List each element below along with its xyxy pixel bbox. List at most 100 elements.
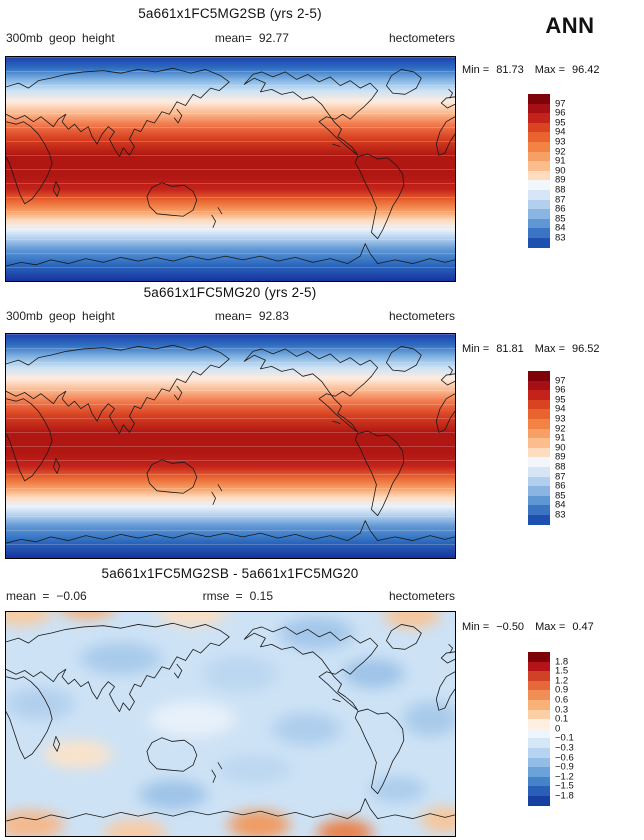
colorbar-tick-label: −0.6 bbox=[555, 751, 574, 763]
colorbar-tick-label: 92 bbox=[555, 145, 566, 157]
panel-meta-row: 300mb geop height mean= 92.77 hectometer… bbox=[6, 31, 455, 45]
colorbar-tick-label: 0.3 bbox=[555, 703, 569, 715]
colorbar-tick-label: 97 bbox=[555, 374, 566, 386]
colorbar-tick-label: −0.1 bbox=[555, 732, 574, 744]
colorbar-tick-label: 87 bbox=[555, 470, 566, 482]
colorbar-tick-label: −1.8 bbox=[555, 790, 574, 802]
colorbar-cell bbox=[528, 170, 550, 181]
colorbar-tick-label: 0 bbox=[555, 723, 561, 735]
filled-contours bbox=[6, 334, 455, 558]
mean-label: mean= bbox=[214, 309, 252, 323]
panel-meta-row: 300mb geop height mean= 92.83 hectometer… bbox=[6, 309, 455, 323]
colorbar-tick-label: 86 bbox=[555, 203, 566, 215]
panel-title: 5a661x1FC5MG2SB - 5a661x1FC5MG20 bbox=[101, 566, 359, 581]
colorbar-cell bbox=[528, 209, 550, 219]
colorbar-tick-label: −0.3 bbox=[555, 742, 574, 754]
colorbar-cell bbox=[528, 495, 550, 506]
colorbar-cell bbox=[528, 671, 550, 681]
colorbar-cell bbox=[528, 371, 550, 381]
min-label: Min = bbox=[462, 621, 490, 633]
colorbar-tick-label: 86 bbox=[555, 480, 566, 492]
colorbar-tick-label: −0.9 bbox=[555, 761, 574, 773]
colorbar-tick-label: 93 bbox=[555, 413, 566, 425]
coastline-overlay bbox=[6, 622, 455, 822]
map-case2 bbox=[5, 333, 456, 559]
contour-lines-overlay bbox=[6, 334, 455, 558]
units-label: hectometers bbox=[388, 589, 455, 603]
colorbar-cell bbox=[528, 466, 550, 477]
mean-value: 92.83 bbox=[258, 309, 289, 323]
colorbar-cell bbox=[528, 747, 550, 758]
max-label: Max = bbox=[534, 64, 566, 76]
colorbar-cell bbox=[528, 699, 550, 710]
colorbar-cell bbox=[528, 690, 550, 700]
colorbar: 97 96 95 94 93 92 91 90 89 88 87 86 85 84 83 bbox=[528, 371, 566, 525]
colorbar-tick-label: −1.2 bbox=[555, 771, 574, 783]
min-label: Min = bbox=[462, 64, 490, 76]
colorbar-cell bbox=[528, 661, 550, 672]
min-max-stats: Min = 81.73 Max = 96.42 bbox=[462, 64, 642, 76]
colorbar-tick-label: 85 bbox=[555, 213, 566, 225]
colorbar-cell bbox=[528, 486, 550, 496]
max-value: 96.52 bbox=[572, 343, 600, 355]
map-case1 bbox=[5, 56, 456, 282]
colorbar-cell bbox=[528, 132, 550, 142]
min-label: Min = bbox=[462, 343, 490, 355]
colorbar-tick-label: 90 bbox=[555, 165, 566, 177]
colorbar-tick-label: 95 bbox=[555, 394, 566, 406]
colorbar-tick-label: 89 bbox=[555, 451, 566, 463]
colorbar-cell bbox=[528, 228, 550, 238]
colorbar-cell bbox=[528, 447, 550, 458]
colorbar-cell bbox=[528, 122, 550, 133]
colorbar-tick-label: 94 bbox=[555, 403, 566, 415]
colorbar-cell bbox=[528, 189, 550, 200]
min-value: 81.73 bbox=[496, 64, 524, 76]
contour-lines-overlay bbox=[6, 57, 455, 281]
colorbar-cell bbox=[528, 767, 550, 777]
colorbar: 97 96 95 94 93 92 91 90 89 88 87 86 85 84 83 bbox=[528, 94, 566, 248]
colorbar-cell bbox=[528, 709, 550, 720]
colorbar-cell bbox=[528, 390, 550, 400]
colorbar-cell bbox=[528, 409, 550, 419]
colorbar-cell bbox=[528, 151, 550, 162]
colorbar-cell bbox=[528, 218, 550, 229]
colorbar-cell bbox=[528, 738, 550, 748]
season-label: ANN bbox=[545, 13, 595, 38]
panel-title: 5a661x1FC5MG20 (yrs 2-5) bbox=[143, 285, 317, 300]
colorbar-cell bbox=[528, 399, 550, 410]
colorbar-cell bbox=[528, 237, 550, 248]
colorbar: 1.8 1.5 1.2 0.9 0.6 0.3 0.1 0 −0.1 −0.3 −0.6 −0.9 −1… bbox=[528, 652, 574, 806]
colorbar-cell bbox=[528, 141, 550, 152]
panel-title: 5a661x1FC5MG2SB (yrs 2-5) bbox=[138, 6, 322, 21]
colorbar-tick-label: 0.1 bbox=[555, 713, 569, 725]
max-value: 96.42 bbox=[572, 64, 600, 76]
colorbar-cell bbox=[528, 428, 550, 439]
min-value: 81.81 bbox=[496, 343, 524, 355]
map-difference bbox=[5, 611, 456, 837]
colorbar-tick-label: 84 bbox=[555, 499, 566, 511]
colorbar-cell bbox=[528, 180, 550, 190]
min-max-stats: Min = 81.81 Max = 96.52 bbox=[462, 343, 642, 355]
colorbar-tick-label: 96 bbox=[555, 384, 566, 396]
rmse-stat: rmse = 0.15 bbox=[203, 589, 273, 603]
colorbar-tick-label: 88 bbox=[555, 184, 566, 196]
colorbar-cell bbox=[528, 786, 550, 796]
colorbar-cell bbox=[528, 476, 550, 487]
colorbar-tick-label: 0.6 bbox=[555, 694, 569, 706]
rmse-label: rmse = bbox=[202, 589, 243, 603]
colorbar-cell bbox=[528, 94, 550, 104]
colorbar-tick-label: 96 bbox=[555, 107, 566, 119]
field-label: 300mb geop height bbox=[6, 31, 115, 45]
colorbar-cell bbox=[528, 199, 550, 210]
colorbar-tick-label: 84 bbox=[555, 222, 566, 234]
colorbar-cell bbox=[528, 514, 550, 525]
colorbar-tick-label: 0.9 bbox=[555, 684, 569, 696]
colorbar-cell bbox=[528, 680, 550, 691]
max-label: Max = bbox=[534, 343, 566, 355]
colorbar-cell bbox=[528, 728, 550, 739]
mean-label: mean= bbox=[214, 31, 252, 45]
max-value: 0.47 bbox=[572, 621, 594, 633]
colorbar-tick-label: 93 bbox=[555, 136, 566, 148]
panel-meta-row: mean = −0.06 rmse = 0.15 hectometers bbox=[6, 589, 455, 603]
